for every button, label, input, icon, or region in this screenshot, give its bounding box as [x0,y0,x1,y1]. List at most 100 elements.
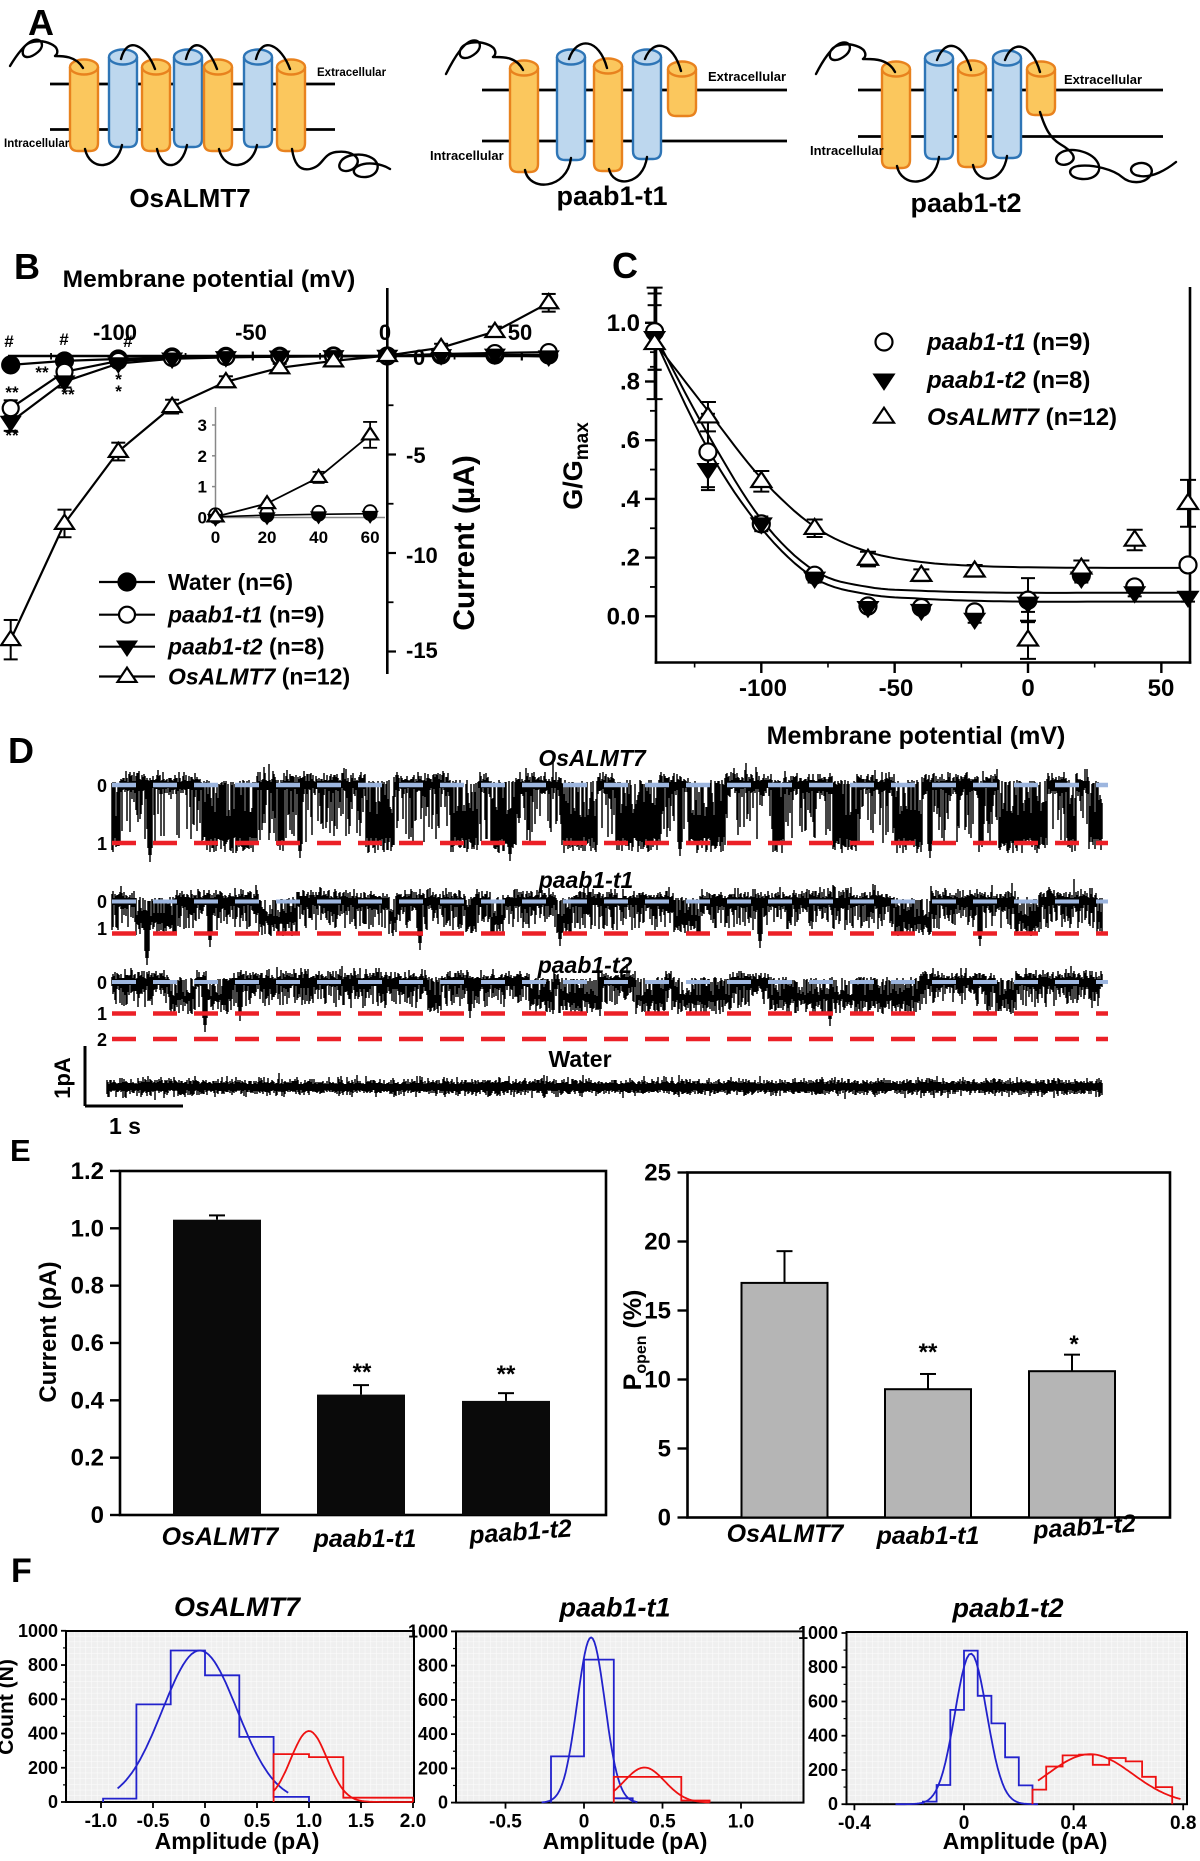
svg-text:600: 600 [418,1690,448,1710]
svg-text:paab1-t2 (n=8): paab1-t2 (n=8) [167,634,325,660]
svg-text:40: 40 [309,528,328,547]
svg-text:0: 0 [579,1812,590,1833]
svg-text:0: 0 [413,345,425,370]
svg-text:Intracellular: Intracellular [4,138,70,150]
svg-text:paab1-t1: paab1-t1 [313,1525,417,1553]
svg-text:600: 600 [28,1689,58,1709]
svg-text:Current (µA): Current (µA) [448,455,481,631]
svg-text:0: 0 [97,776,107,796]
svg-text:50: 50 [1148,675,1175,702]
svg-text:800: 800 [808,1657,838,1677]
svg-text:400: 400 [28,1724,58,1744]
svg-text:OsALMT7: OsALMT7 [727,1520,845,1548]
svg-text:.4: .4 [620,486,641,513]
svg-text:0: 0 [438,1793,448,1813]
svg-text:1000: 1000 [18,1621,58,1641]
svg-text:0: 0 [658,1505,671,1532]
svg-text:600: 600 [808,1691,838,1711]
svg-text:D: D [8,730,34,771]
svg-text:A: A [28,2,54,43]
svg-text:#: # [4,332,14,351]
svg-text:paab1-t1: paab1-t1 [538,867,634,893]
svg-text:F: F [11,1552,32,1590]
svg-text:Count (N): Count (N) [0,1659,18,1755]
svg-text:50: 50 [508,320,532,345]
svg-text:paab1-t2: paab1-t2 [910,188,1021,218]
svg-text:0: 0 [91,1502,104,1529]
svg-text:*: * [1069,1331,1079,1358]
svg-text:0.8: 0.8 [71,1273,104,1300]
svg-text:800: 800 [418,1656,448,1676]
svg-text:C: C [612,245,638,286]
svg-text:0: 0 [97,892,107,912]
svg-text:Popen (%): Popen (%) [619,1290,650,1391]
svg-text:20: 20 [644,1229,671,1256]
svg-text:0.6: 0.6 [71,1330,104,1357]
svg-text:0: 0 [959,1813,970,1834]
svg-text:Intracellular: Intracellular [430,148,504,163]
svg-text:.2: .2 [620,545,640,572]
svg-text:Amplitude (pA): Amplitude (pA) [943,1828,1108,1854]
svg-text:1 s: 1 s [109,1113,141,1139]
svg-text:0.4: 0.4 [71,1387,105,1414]
svg-text:paab1-t1: paab1-t1 [558,1592,670,1622]
svg-text:1.0: 1.0 [728,1812,754,1833]
svg-text:*: * [115,382,122,401]
svg-text:B: B [14,246,40,287]
svg-text:15: 15 [644,1298,671,1325]
svg-text:**: ** [61,385,75,404]
svg-text:1: 1 [198,478,207,497]
svg-text:paab1-t2: paab1-t2 [1031,1509,1137,1544]
svg-text:2: 2 [97,1030,107,1050]
svg-text:paab1-t2 (n=8): paab1-t2 (n=8) [926,367,1090,394]
svg-text:1.0: 1.0 [607,310,640,337]
svg-text:-1.0: -1.0 [85,1811,118,1832]
svg-text:1.2: 1.2 [71,1158,104,1185]
svg-text:paab1-t2: paab1-t2 [537,952,633,978]
svg-text:#: # [59,330,69,349]
svg-text:-0.5: -0.5 [489,1812,522,1833]
svg-text:-10: -10 [406,543,438,568]
svg-text:10: 10 [644,1367,671,1394]
svg-text:0.0: 0.0 [607,603,640,630]
svg-text:paab1-t1: paab1-t1 [876,1522,980,1550]
svg-text:1.0: 1.0 [71,1215,104,1242]
svg-text:1: 1 [97,919,107,939]
svg-text:0: 0 [211,528,220,547]
svg-text:#: # [123,332,133,351]
svg-text:paab1-t1 (n=9): paab1-t1 (n=9) [167,602,325,628]
svg-text:20: 20 [258,528,277,547]
svg-text:Extracellular: Extracellular [317,67,387,79]
svg-text:Membrane potential (mV): Membrane potential (mV) [767,722,1066,750]
svg-text:400: 400 [418,1724,448,1744]
svg-text:Membrane potential (mV): Membrane potential (mV) [63,266,356,293]
svg-text:0: 0 [198,508,207,527]
svg-text:**: ** [497,1361,516,1388]
svg-text:1.0: 1.0 [296,1811,322,1832]
svg-text:-15: -15 [406,638,438,663]
svg-text:OsALMT7 (n=12): OsALMT7 (n=12) [927,404,1117,431]
svg-text:-50: -50 [879,675,914,702]
svg-text:OsALMT7: OsALMT7 [538,745,647,771]
svg-text:.6: .6 [620,427,640,454]
svg-text:3: 3 [198,416,207,435]
svg-text:paab1-t1: paab1-t1 [556,181,667,211]
svg-text:**: ** [353,1359,372,1386]
svg-text:OsALMT7 (n=12): OsALMT7 (n=12) [168,664,350,690]
svg-text:400: 400 [808,1726,838,1746]
svg-text:60: 60 [361,528,380,547]
svg-text:Water (n=6): Water (n=6) [168,569,293,595]
svg-text:0.4: 0.4 [1060,1813,1087,1834]
svg-text:**: ** [35,363,49,382]
svg-text:1pA: 1pA [50,1057,75,1099]
svg-text:-0.4: -0.4 [838,1813,871,1834]
svg-text:OsALMT7: OsALMT7 [129,183,250,213]
svg-text:200: 200 [808,1760,838,1780]
svg-text:**: ** [5,383,19,402]
svg-text:0: 0 [97,973,107,993]
svg-text:0: 0 [200,1811,211,1832]
svg-text:1000: 1000 [408,1621,448,1641]
svg-text:Intracellular: Intracellular [810,143,884,158]
svg-text:Extracellular: Extracellular [1064,72,1142,87]
svg-text:OsALMT7: OsALMT7 [174,1592,302,1622]
